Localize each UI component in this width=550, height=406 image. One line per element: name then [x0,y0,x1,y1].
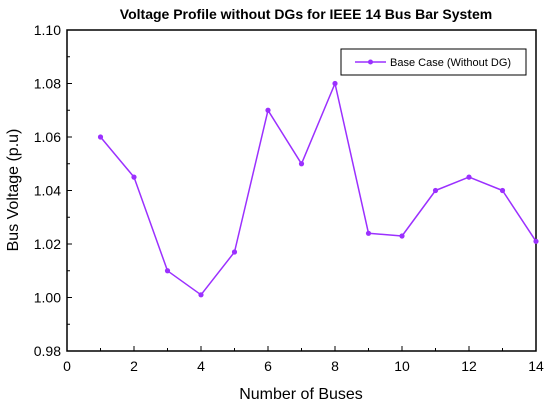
y-tick-label: 1.00 [34,290,61,306]
data-point [97,134,104,140]
x-tick-label: 0 [63,358,71,374]
data-point [198,292,204,298]
data-point [399,233,405,239]
data-point [164,268,171,274]
x-tick-label: 2 [130,358,138,374]
series-layer [97,80,539,298]
x-tick-label: 12 [461,358,477,374]
x-tick-label: 6 [264,358,272,374]
plot-area-frame [66,29,537,352]
series-line [99,82,537,296]
y-tick-label: 1.02 [34,236,61,252]
legend-entry-label: Base Case (Without DG) [390,57,511,69]
data-point [533,238,539,244]
data-point [131,174,137,180]
y-axis-label: Bus Voltage (p.u) [5,129,22,252]
x-tick-label: 8 [331,358,339,374]
x-tick-label: 4 [197,358,205,374]
x-axis: 0 2 4 6 8 10 12 14 [63,346,544,374]
data-point [265,107,271,113]
y-tick-label: 1.10 [34,22,61,38]
y-tick-label: 1.04 [34,183,61,199]
y-tick-label: 1.08 [34,76,61,92]
legend-swatch-marker [368,59,373,65]
y-tick-label: 0.98 [34,343,61,359]
x-tick-label: 10 [394,358,410,374]
data-point [332,80,338,87]
x-axis-label: Number of Buses [239,386,363,403]
data-point [499,187,506,194]
chart-title: Voltage Profile without DGs for IEEE 14 … [120,6,492,22]
y-axis: 0.98 1.00 1.02 1.04 1.06 1.08 1.10 [34,22,72,359]
data-point [432,187,439,194]
data-point [365,230,372,236]
data-point [466,174,472,180]
data-point [231,249,238,255]
data-point [298,161,305,167]
legend: Base Case (Without DG) [340,48,527,76]
y-tick-label: 1.06 [34,129,61,145]
x-tick-label: 14 [528,358,544,374]
